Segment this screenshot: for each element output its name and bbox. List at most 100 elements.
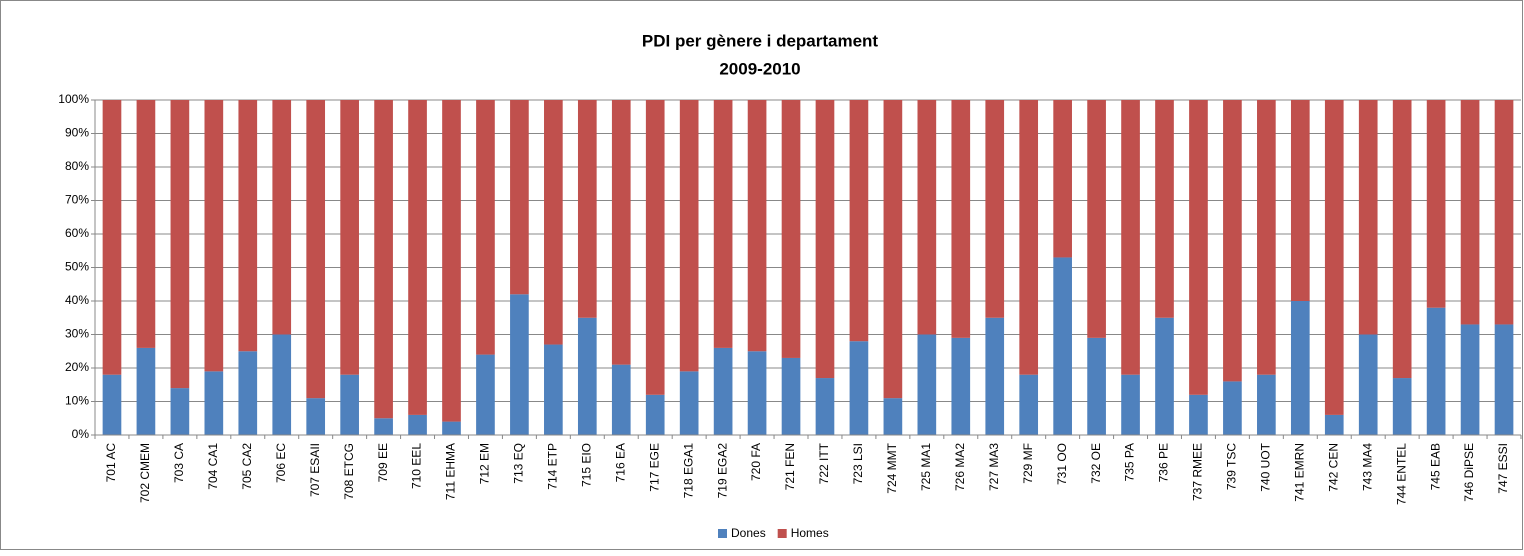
- x-tick-label: 743 MA4: [1360, 443, 1374, 491]
- bar-segment: [1223, 100, 1242, 382]
- x-tick-label: 707 ESAII: [308, 443, 322, 497]
- bar-segment: [577, 317, 597, 435]
- bar-segment: [849, 100, 869, 342]
- bar-segment: [1494, 100, 1514, 325]
- bar-segment: [102, 374, 122, 435]
- y-tick-label: 80%: [65, 159, 89, 173]
- x-tick-label: 703 CA: [172, 443, 186, 483]
- legend-swatch: [718, 529, 727, 538]
- x-tick-label: 726 MA2: [953, 443, 967, 491]
- x-tick-label: 721 FEN: [783, 443, 797, 490]
- legend-label: Homes: [791, 526, 829, 540]
- bar-segment: [1155, 317, 1174, 435]
- bar-segment: [476, 354, 495, 435]
- bar-segment: [951, 100, 971, 338]
- y-tick-label: 50%: [65, 260, 89, 274]
- x-tick-label: 710 EEL: [410, 443, 424, 489]
- bar-segment: [272, 100, 292, 335]
- bar-segment: [374, 418, 393, 435]
- x-tick-label: 720 FA: [749, 443, 763, 481]
- bar-segment: [340, 100, 359, 375]
- x-tick-label: 719 EGA2: [715, 443, 729, 499]
- bar-segment: [815, 378, 835, 435]
- x-tick-label: 724 MMT: [885, 442, 899, 493]
- bar-segment: [1494, 324, 1514, 435]
- bar-segment: [1189, 100, 1208, 395]
- bar-segment: [1053, 100, 1072, 258]
- bar-segment: [985, 317, 1005, 435]
- bar-segment: [1257, 374, 1276, 435]
- bar-segment: [645, 100, 665, 395]
- bar-segment: [1460, 324, 1480, 435]
- bar-segment: [1257, 100, 1276, 375]
- bar-segment: [306, 100, 326, 399]
- bar-segment: [238, 351, 258, 435]
- bar-segment: [1189, 394, 1208, 435]
- x-tick-label: 732 OE: [1089, 443, 1103, 484]
- bar-segment: [170, 388, 190, 435]
- bar-segment: [1426, 307, 1446, 435]
- x-tick-label: 705 CA2: [240, 443, 254, 490]
- bar-segment: [1426, 100, 1446, 308]
- x-tick-label: 714 ETP: [546, 443, 560, 490]
- x-tick-label: 744 ENTEL: [1394, 443, 1408, 505]
- bar-segment: [1019, 100, 1039, 375]
- bar-segment: [679, 100, 699, 372]
- bar-segment: [1121, 374, 1140, 435]
- bar-segment: [170, 100, 190, 389]
- x-tick-label: 718 EGA1: [681, 443, 695, 499]
- bar-segment: [849, 341, 869, 435]
- bar-segment: [747, 351, 767, 435]
- bar-segment: [408, 414, 427, 435]
- bar-segment: [985, 100, 1005, 318]
- bar-segment: [1460, 100, 1480, 325]
- bar-segment: [1358, 334, 1378, 435]
- x-tick-label: 715 EIO: [579, 443, 593, 487]
- x-tick-label: 741 EMRN: [1292, 443, 1306, 502]
- bar-segment: [510, 100, 529, 295]
- bar-segment: [544, 100, 563, 345]
- bar-segment: [679, 371, 699, 435]
- y-tick-label: 0%: [72, 427, 90, 441]
- x-tick-label: 739 TSC: [1225, 443, 1239, 490]
- bar-segment: [917, 334, 937, 435]
- x-tick-label: 716 EA: [613, 443, 627, 482]
- bar-segment: [442, 421, 461, 435]
- bar-segment: [204, 371, 224, 435]
- bar-segment: [815, 100, 835, 379]
- bar-segment: [238, 100, 258, 352]
- chart-subtitle: 2009-2010: [719, 59, 800, 78]
- bar-segment: [272, 334, 292, 435]
- bar-segment: [102, 100, 122, 375]
- x-tick-label: 711 EHMA: [444, 443, 458, 500]
- bar-segment: [577, 100, 597, 318]
- bar-segment: [1019, 374, 1039, 435]
- bar-segment: [1087, 337, 1106, 435]
- bar-segment: [136, 347, 156, 435]
- bar-segment: [1324, 100, 1344, 415]
- x-tick-label: 745 EAB: [1428, 443, 1442, 490]
- bar-segment: [611, 364, 631, 435]
- bar-segment: [611, 100, 631, 365]
- x-tick-label: 708 ETCG: [342, 443, 356, 500]
- bar-segment: [713, 347, 733, 435]
- chart-title: PDI per gènere i departament: [642, 31, 879, 50]
- x-tick-label: 725 MA1: [919, 443, 933, 491]
- bar-segment: [1392, 378, 1412, 435]
- bar-segment: [204, 100, 224, 372]
- x-tick-label: 740 UOT: [1259, 442, 1273, 491]
- bar-segment: [747, 100, 767, 352]
- y-tick-label: 90%: [65, 126, 89, 140]
- bar-segment: [781, 357, 801, 435]
- x-tick-label: 722 ITT: [817, 442, 831, 484]
- bar-segment: [1223, 381, 1242, 435]
- x-tick-label: 736 PE: [1157, 443, 1171, 482]
- x-tick-label: 747 ESSI: [1496, 443, 1510, 494]
- y-tick-label: 40%: [65, 293, 89, 307]
- x-tick-label: 727 MA3: [987, 443, 1001, 491]
- x-tick-label: 746 DiPSE: [1462, 443, 1476, 502]
- bar-segment: [408, 100, 427, 415]
- bar-segment: [476, 100, 495, 355]
- y-tick-label: 60%: [65, 226, 89, 240]
- bar-segment: [544, 344, 563, 435]
